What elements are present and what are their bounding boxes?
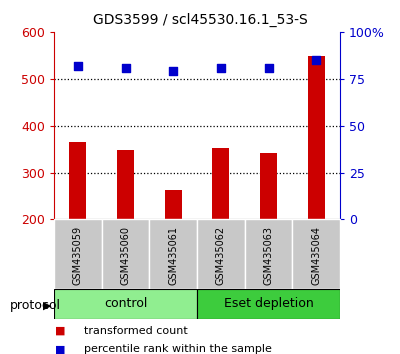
Text: GSM435062: GSM435062: [216, 226, 226, 285]
Text: GDS3599 / scl45530.16.1_53-S: GDS3599 / scl45530.16.1_53-S: [93, 12, 307, 27]
Text: control: control: [104, 297, 147, 310]
Bar: [149, 219, 197, 289]
Bar: [308, 56, 324, 219]
Text: transformed count: transformed count: [84, 326, 188, 336]
Text: Eset depletion: Eset depletion: [224, 297, 313, 310]
Text: ▶: ▶: [43, 301, 52, 310]
Bar: [54, 289, 197, 319]
Text: GSM435063: GSM435063: [264, 226, 274, 285]
Point: [170, 68, 176, 74]
Bar: [70, 142, 86, 219]
Point: [75, 63, 81, 68]
Bar: [197, 219, 245, 289]
Bar: [197, 289, 340, 319]
Text: ■: ■: [55, 344, 65, 354]
Point: [265, 65, 272, 70]
Point: [218, 65, 224, 70]
Point: [313, 57, 319, 63]
Text: percentile rank within the sample: percentile rank within the sample: [84, 344, 272, 354]
Text: GSM435060: GSM435060: [120, 226, 130, 285]
Bar: [102, 219, 149, 289]
Point: [122, 65, 129, 70]
Text: GSM435064: GSM435064: [311, 226, 321, 285]
Bar: [212, 148, 229, 219]
Text: ■: ■: [55, 326, 65, 336]
Bar: [260, 153, 277, 219]
Bar: [165, 190, 182, 219]
Bar: [54, 219, 102, 289]
Text: GSM435061: GSM435061: [168, 226, 178, 285]
Text: GSM435059: GSM435059: [73, 226, 83, 285]
Bar: [245, 219, 292, 289]
Text: protocol: protocol: [10, 299, 61, 312]
Bar: [292, 219, 340, 289]
Bar: [117, 150, 134, 219]
